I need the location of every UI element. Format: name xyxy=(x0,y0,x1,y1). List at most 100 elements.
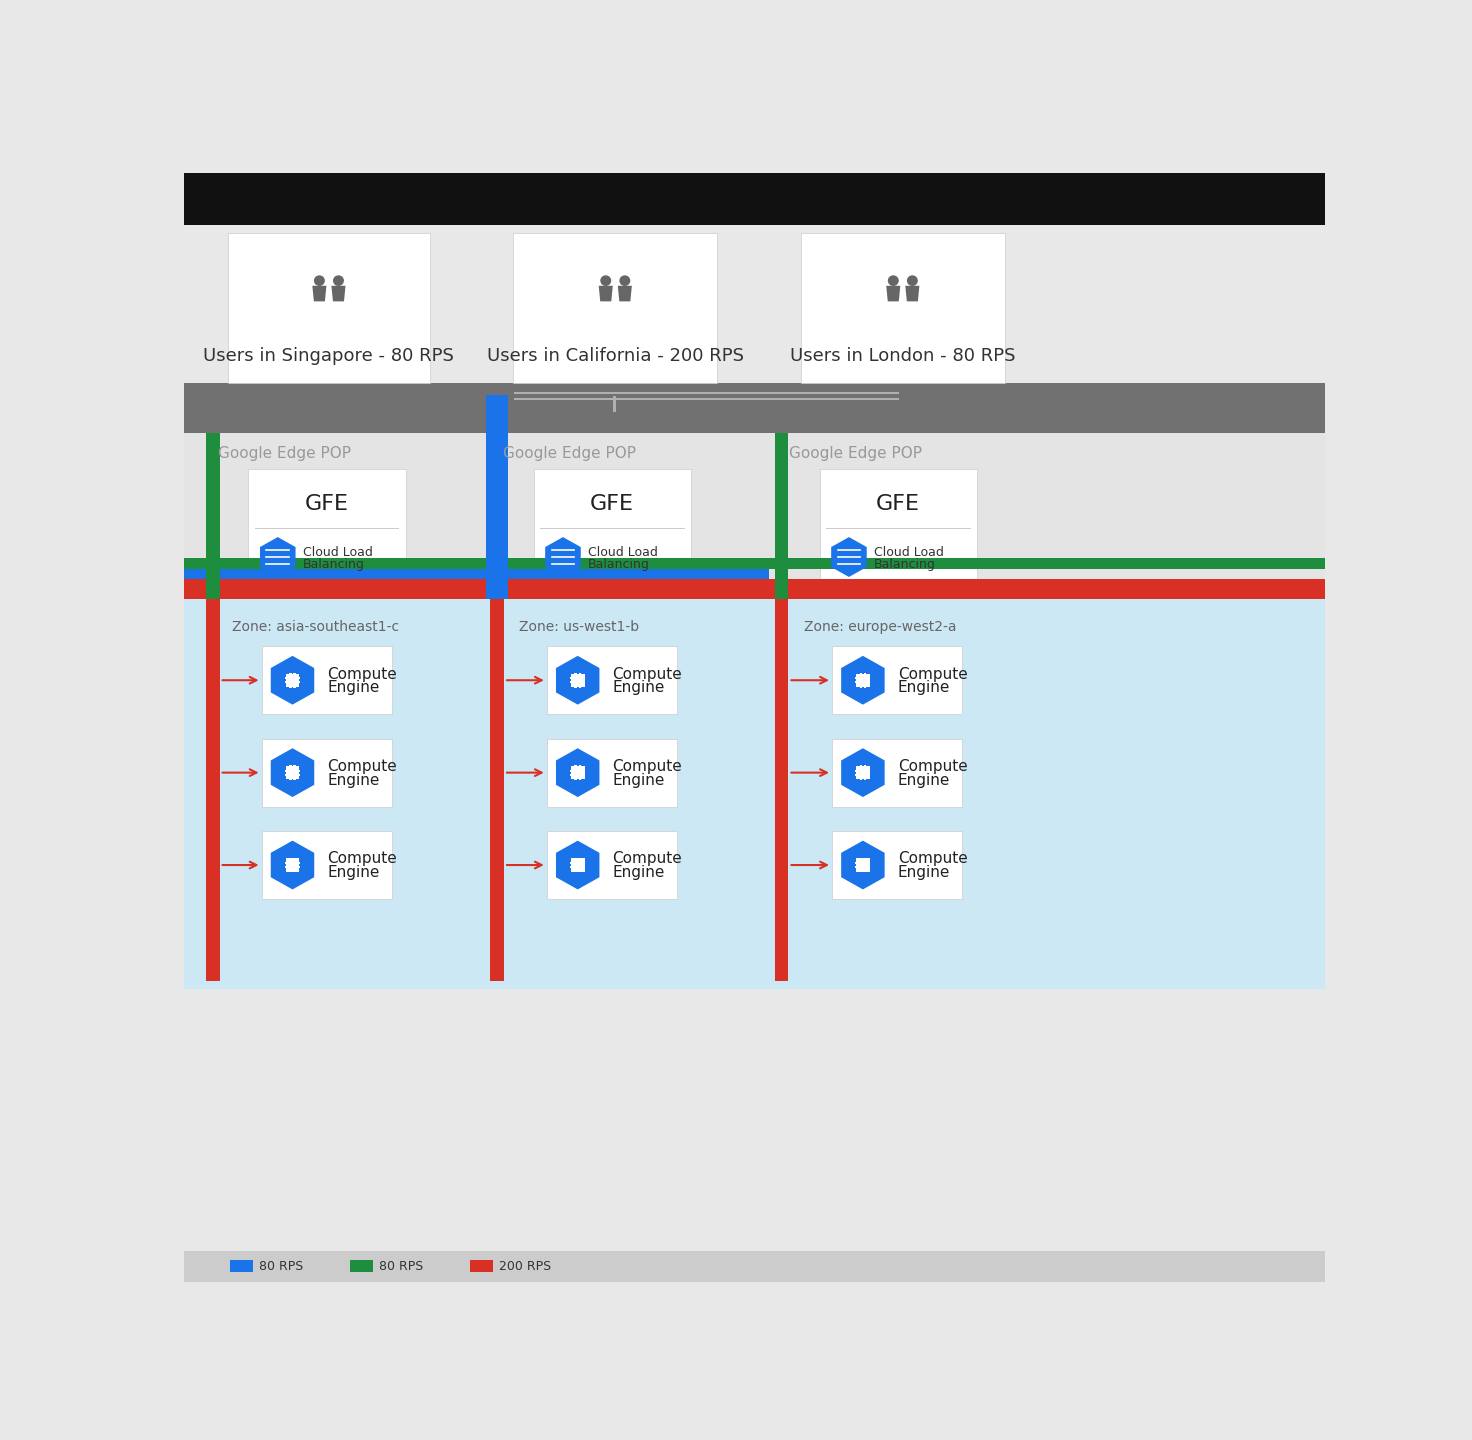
Polygon shape xyxy=(905,285,920,301)
Polygon shape xyxy=(618,285,631,301)
Bar xyxy=(574,769,581,776)
Text: Cloud Load: Cloud Load xyxy=(303,546,372,559)
Bar xyxy=(855,773,870,776)
Bar xyxy=(230,1260,253,1273)
Bar xyxy=(614,396,617,412)
Polygon shape xyxy=(271,841,314,890)
Bar xyxy=(293,672,296,688)
Bar xyxy=(286,858,299,871)
Bar xyxy=(514,392,899,393)
Bar xyxy=(184,569,770,579)
Bar xyxy=(855,677,870,680)
Circle shape xyxy=(601,276,611,285)
Bar xyxy=(350,1260,372,1273)
Bar xyxy=(206,433,219,599)
Bar xyxy=(293,858,296,873)
Text: Users in California - 200 RPS: Users in California - 200 RPS xyxy=(487,347,743,364)
Text: Compute: Compute xyxy=(898,759,967,773)
Text: Compute: Compute xyxy=(898,851,967,867)
Bar xyxy=(286,766,299,779)
Bar xyxy=(578,765,581,780)
Bar xyxy=(293,765,296,780)
Bar xyxy=(184,1251,1325,1282)
Bar xyxy=(832,739,963,806)
Polygon shape xyxy=(832,537,867,577)
Bar xyxy=(570,865,586,868)
Bar xyxy=(184,557,1325,569)
Text: Engine: Engine xyxy=(612,773,665,788)
Bar xyxy=(570,773,586,776)
Text: Balancing: Balancing xyxy=(874,559,936,572)
Bar xyxy=(832,831,963,899)
Text: Compute: Compute xyxy=(327,759,397,773)
Bar xyxy=(570,677,586,680)
Bar xyxy=(571,766,584,779)
Text: Zone: us-west1-b: Zone: us-west1-b xyxy=(518,621,639,634)
Bar xyxy=(290,672,291,688)
Polygon shape xyxy=(261,537,296,577)
Text: Engine: Engine xyxy=(898,681,949,696)
Circle shape xyxy=(315,276,324,285)
Bar xyxy=(184,599,1325,989)
Circle shape xyxy=(334,276,343,285)
Text: Google Edge POP: Google Edge POP xyxy=(789,446,921,461)
Polygon shape xyxy=(556,655,599,704)
Text: Users in Singapore - 80 RPS: Users in Singapore - 80 RPS xyxy=(203,347,455,364)
Bar xyxy=(546,739,677,806)
Text: Compute: Compute xyxy=(612,667,683,681)
Bar xyxy=(864,672,866,688)
Text: 80 RPS: 80 RPS xyxy=(259,1260,303,1273)
Bar xyxy=(864,765,866,780)
Bar xyxy=(860,858,863,873)
Polygon shape xyxy=(545,537,581,577)
Bar xyxy=(184,173,1325,225)
Text: Engine: Engine xyxy=(612,681,665,696)
Text: Zone: asia-southeast1-c: Zone: asia-southeast1-c xyxy=(233,621,399,634)
Text: Engine: Engine xyxy=(612,865,665,880)
Bar xyxy=(289,677,296,684)
Text: Compute: Compute xyxy=(327,851,397,867)
Polygon shape xyxy=(271,749,314,796)
Text: Engine: Engine xyxy=(327,865,380,880)
Bar xyxy=(860,765,863,780)
Bar xyxy=(857,674,870,687)
Polygon shape xyxy=(271,655,314,704)
Bar xyxy=(546,647,677,714)
Circle shape xyxy=(620,276,630,285)
Bar xyxy=(514,399,899,400)
Text: 80 RPS: 80 RPS xyxy=(380,1260,424,1273)
Bar xyxy=(533,469,690,585)
Bar xyxy=(832,647,963,714)
Bar xyxy=(571,858,584,871)
Text: Engine: Engine xyxy=(327,681,380,696)
Bar xyxy=(184,225,1325,390)
Bar xyxy=(570,681,586,684)
Text: GFE: GFE xyxy=(590,494,634,514)
Bar xyxy=(855,865,870,868)
Text: 200 RPS: 200 RPS xyxy=(499,1260,552,1273)
Bar xyxy=(574,861,581,868)
Text: Compute: Compute xyxy=(612,759,683,773)
Text: Engine: Engine xyxy=(898,865,949,880)
Bar xyxy=(206,599,219,981)
Bar xyxy=(855,681,870,684)
Bar xyxy=(546,831,677,899)
Bar xyxy=(486,395,508,599)
Bar xyxy=(574,765,577,780)
Polygon shape xyxy=(841,841,885,890)
Text: Engine: Engine xyxy=(327,773,380,788)
Text: Google Edge POP: Google Edge POP xyxy=(218,446,352,461)
Bar xyxy=(578,858,581,873)
Bar xyxy=(855,769,870,772)
Bar xyxy=(514,233,717,383)
Text: Cloud Load: Cloud Load xyxy=(587,546,658,559)
Text: GFE: GFE xyxy=(305,494,349,514)
Bar xyxy=(249,469,406,585)
Polygon shape xyxy=(556,749,599,796)
Bar xyxy=(571,674,584,687)
Bar xyxy=(286,863,300,864)
Bar xyxy=(490,599,503,981)
Bar xyxy=(574,677,581,684)
Bar xyxy=(286,677,300,680)
Text: Zone: europe-west2-a: Zone: europe-west2-a xyxy=(804,621,957,634)
